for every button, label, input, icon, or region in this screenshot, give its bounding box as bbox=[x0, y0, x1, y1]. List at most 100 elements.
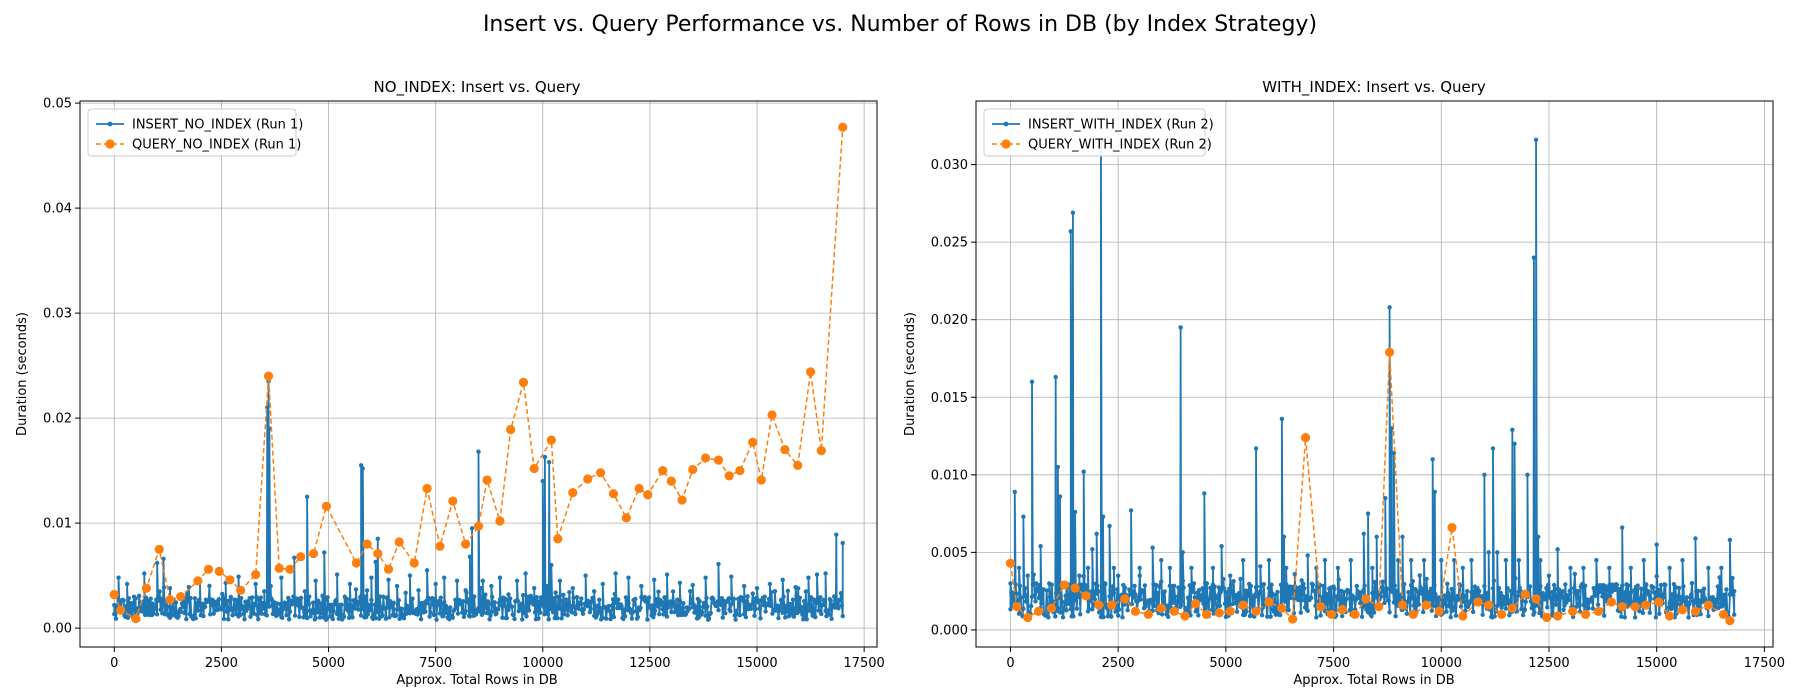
insert-point bbox=[1393, 613, 1398, 619]
insert-point bbox=[1066, 601, 1072, 607]
insert-point bbox=[427, 614, 432, 619]
insert-point bbox=[669, 609, 674, 615]
insert-point bbox=[545, 611, 551, 617]
query-point bbox=[383, 564, 394, 574]
insert-point bbox=[286, 617, 292, 622]
insert-point bbox=[1718, 595, 1723, 600]
x-tick-label: 17500 bbox=[1744, 656, 1785, 671]
insert-point bbox=[1275, 589, 1280, 595]
insert-point bbox=[1720, 601, 1726, 607]
query-point bbox=[116, 605, 126, 615]
insert-point bbox=[1191, 581, 1197, 586]
insert-point bbox=[1545, 582, 1551, 588]
insert-point bbox=[819, 611, 824, 617]
insert-point bbox=[1361, 587, 1366, 592]
insert-point bbox=[1074, 606, 1080, 611]
y-tick-label: 0.00 bbox=[43, 622, 72, 637]
insert-point bbox=[1090, 589, 1096, 594]
insert-point bbox=[322, 611, 327, 616]
insert-point bbox=[1586, 606, 1591, 611]
insert-point bbox=[558, 598, 563, 604]
insert-point bbox=[1344, 596, 1349, 601]
insert-point bbox=[1510, 591, 1515, 596]
insert-point bbox=[606, 603, 611, 609]
insert-point bbox=[642, 594, 647, 600]
insert-point bbox=[583, 573, 588, 578]
query-point bbox=[1542, 612, 1552, 623]
insert-point bbox=[316, 598, 321, 603]
insert-point bbox=[1137, 565, 1142, 571]
insert-point bbox=[1445, 581, 1450, 586]
insert-point bbox=[1439, 557, 1444, 563]
insert-point bbox=[622, 614, 628, 619]
insert-point bbox=[1669, 592, 1675, 597]
insert-point bbox=[1122, 585, 1128, 590]
insert-point bbox=[287, 609, 293, 614]
insert-point bbox=[1165, 614, 1171, 620]
insert-point bbox=[1593, 593, 1598, 598]
query-point bbox=[1012, 602, 1022, 612]
insert-point bbox=[1222, 601, 1228, 606]
query-point bbox=[308, 548, 319, 559]
query-point bbox=[362, 539, 372, 549]
query-point bbox=[1552, 611, 1563, 621]
query-point bbox=[482, 475, 492, 485]
insert-point bbox=[663, 595, 669, 600]
insert-point bbox=[1044, 588, 1049, 593]
insert-point bbox=[248, 614, 253, 619]
insert-point bbox=[1197, 593, 1203, 598]
insert-point bbox=[1162, 589, 1167, 594]
insert-point bbox=[1008, 607, 1013, 612]
insert-point bbox=[1199, 597, 1204, 603]
insert-point bbox=[310, 600, 316, 605]
insert-point bbox=[1116, 607, 1122, 612]
insert-point bbox=[1479, 594, 1484, 599]
insert-point bbox=[182, 610, 187, 616]
insert-point bbox=[753, 606, 758, 612]
insert-point bbox=[1094, 531, 1099, 536]
x-tick-label: 7500 bbox=[419, 656, 452, 671]
insert-point bbox=[1196, 587, 1202, 593]
insert-point bbox=[383, 616, 389, 621]
insert-point bbox=[565, 613, 570, 618]
insert-point bbox=[752, 613, 757, 618]
insert-point bbox=[645, 617, 650, 622]
insert-point bbox=[1238, 576, 1243, 582]
insert-point bbox=[1416, 602, 1422, 607]
insert-point bbox=[1213, 596, 1218, 601]
insert-point bbox=[1676, 593, 1681, 599]
ticks-with-index: 0 2500 5000 7500 10000 12500 15000 17500 0.000 0.… bbox=[931, 158, 1785, 671]
insert-point bbox=[161, 556, 166, 561]
insert-point bbox=[1192, 595, 1198, 600]
insert-point bbox=[1648, 596, 1653, 602]
insert-point bbox=[1207, 596, 1212, 601]
grid-with-index bbox=[976, 101, 1773, 647]
insert-point bbox=[1651, 590, 1657, 595]
insert-point bbox=[557, 606, 563, 611]
insert-point bbox=[346, 608, 351, 614]
insert-point bbox=[1513, 576, 1518, 581]
insert-point bbox=[1456, 597, 1461, 602]
insert-point bbox=[1037, 582, 1042, 588]
insert-point bbox=[579, 596, 584, 601]
insert-point bbox=[1452, 604, 1458, 610]
insert-point bbox=[324, 616, 330, 621]
query-point bbox=[1094, 600, 1104, 610]
insert-point bbox=[804, 617, 809, 622]
insert-point bbox=[442, 599, 447, 605]
insert-point bbox=[1314, 615, 1319, 620]
insert-point bbox=[839, 603, 845, 608]
insert-point bbox=[352, 606, 358, 611]
insert-point bbox=[1305, 608, 1310, 613]
insert-point bbox=[1046, 615, 1051, 620]
insert-point bbox=[405, 603, 410, 609]
query-point bbox=[495, 516, 505, 526]
insert-point bbox=[781, 594, 786, 599]
insert-point bbox=[1485, 590, 1491, 596]
insert-point bbox=[284, 613, 289, 618]
insert-point bbox=[834, 601, 839, 606]
insert-point bbox=[454, 605, 460, 610]
insert-point bbox=[1490, 586, 1496, 591]
insert-point bbox=[1100, 514, 1106, 519]
query-point bbox=[1374, 602, 1384, 612]
